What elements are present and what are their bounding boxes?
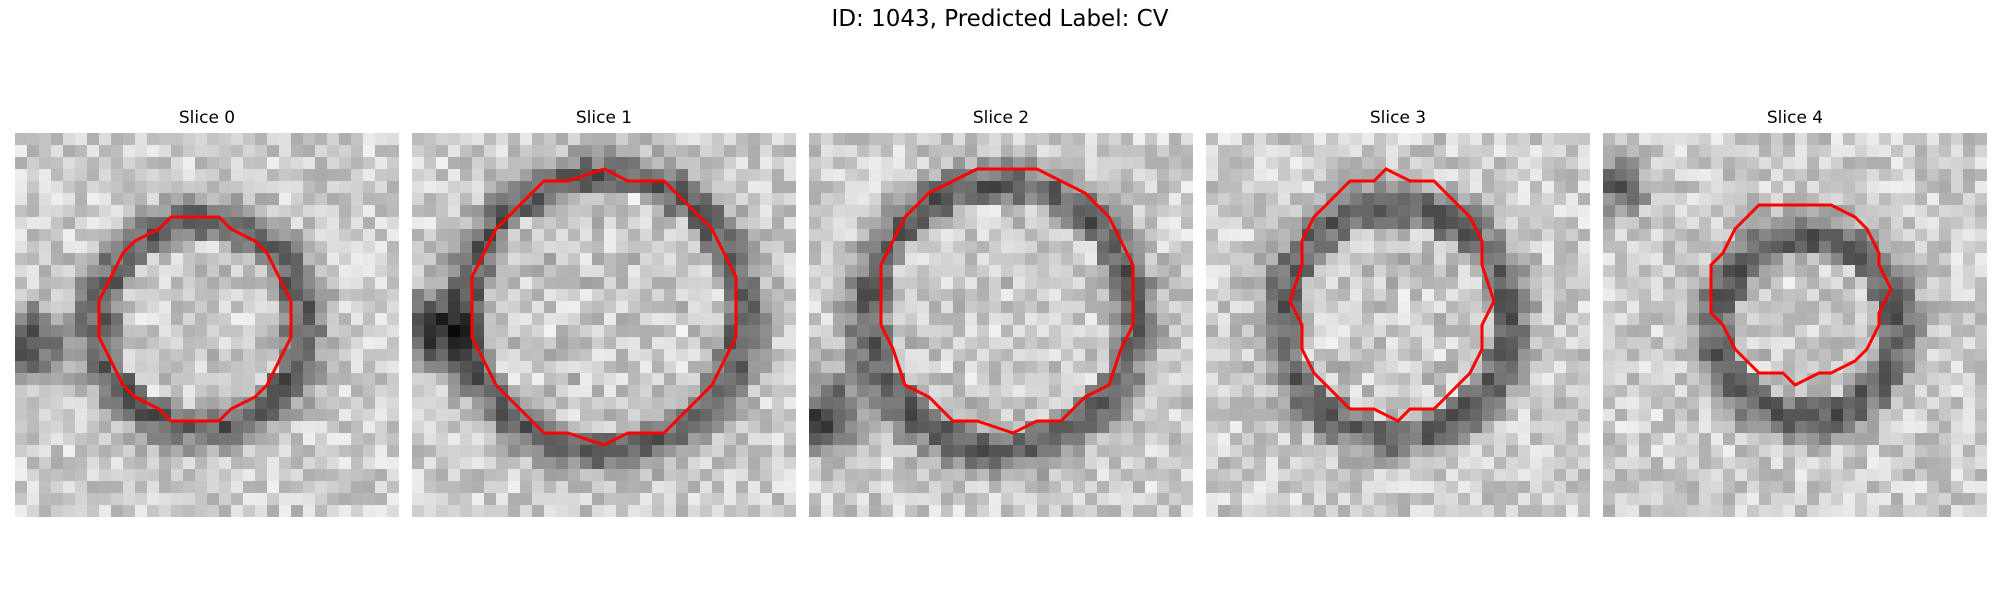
slice-panel-3: Slice 3 xyxy=(1206,108,1590,528)
slice-title-2: Slice 2 xyxy=(972,108,1030,128)
segmentation-contour xyxy=(1288,167,1496,423)
segmentation-contour xyxy=(97,215,293,423)
slice-image-3 xyxy=(1206,133,1590,517)
slice-title-4: Slice 4 xyxy=(1766,108,1824,128)
slice-panel-2: Slice 2 xyxy=(809,108,1193,528)
slice-panel-4: Slice 4 xyxy=(1603,108,1987,528)
segmentation-contour xyxy=(1709,203,1893,387)
segmentation-contour xyxy=(879,167,1135,435)
slice-image-2 xyxy=(809,133,1193,517)
slice-title-3: Slice 3 xyxy=(1369,108,1427,128)
slice-panel-1: Slice 1 xyxy=(412,108,796,528)
slice-image-0 xyxy=(15,133,399,517)
slice-image-1 xyxy=(412,133,796,517)
segmentation-contour xyxy=(470,167,738,447)
slice-title-1: Slice 1 xyxy=(575,108,633,128)
slice-image-4 xyxy=(1603,133,1987,517)
slice-title-0: Slice 0 xyxy=(178,108,236,128)
figure-title: ID: 1043, Predicted Label: CV xyxy=(831,6,1169,32)
slice-panel-0: Slice 0 xyxy=(15,108,399,528)
